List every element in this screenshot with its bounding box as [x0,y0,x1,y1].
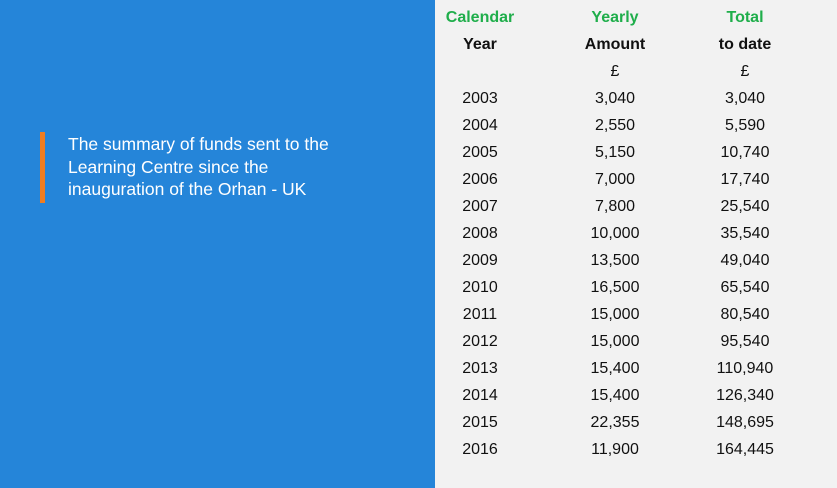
cell-yearly-amount: 10,000 [590,224,640,242]
table-row: 2012 15,000 95,540 [435,328,785,355]
table-row: 2008 10,000 35,540 [435,220,785,247]
cell-yearly-amount: 15,000 [590,305,640,323]
cell-year: 2009 [462,251,498,269]
unit-row: £ £ [435,58,785,85]
cell-year: 2005 [462,143,498,161]
table-row: 2006 7,000 17,740 [435,166,785,193]
cell-yearly-amount: 5,150 [594,143,636,161]
header-yearly: Yearly [591,8,639,26]
cell-year: 2007 [462,197,498,215]
cell-year: 2003 [462,89,498,107]
cell-yearly-amount: 15,000 [590,332,640,350]
summary-panel: The summary of funds sent to the Learnin… [0,0,435,488]
summary-line: Learning Centre since the [68,156,269,177]
cell-yearly-amount: 7,800 [594,197,636,215]
cell-year: 2013 [462,359,498,377]
table-row: 2011 15,000 80,540 [435,301,785,328]
summary-line: inauguration of the Orhan - UK [68,179,307,199]
unit-year [435,58,525,85]
cell-yearly-amount: 16,500 [590,278,640,296]
table-row: 2005 5,150 10,740 [435,139,785,166]
cell-total-to-date: 164,445 [716,440,774,458]
table-row: 2010 16,500 65,540 [435,274,785,301]
header-total: Total [726,8,764,26]
table-row: 2016 11,900 164,445 [435,436,785,463]
cell-yearly-amount: 7,000 [594,170,636,188]
cell-year: 2015 [462,413,498,431]
cell-total-to-date: 5,590 [724,116,766,134]
cell-total-to-date: 49,040 [720,251,770,269]
funds-table: Calendar Yearly Total Year Amount to dat… [435,4,785,463]
cell-yearly-amount: 13,500 [590,251,640,269]
table-row: 2007 7,800 25,540 [435,193,785,220]
summary-text: The summary of funds sent to the Learnin… [68,133,388,201]
cell-yearly-amount: 22,355 [590,413,640,431]
header-year: Year [463,35,497,53]
unit-total: £ [740,62,750,80]
cell-yearly-amount: 15,400 [590,359,640,377]
cell-yearly-amount: 15,400 [590,386,640,404]
cell-total-to-date: 3,040 [724,89,766,107]
cell-year: 2004 [462,116,498,134]
cell-year: 2010 [462,278,498,296]
table-row: 2015 22,355 148,695 [435,409,785,436]
cell-total-to-date: 80,540 [720,305,770,323]
header-row-top: Calendar Yearly Total [435,4,785,31]
cell-yearly-amount: 11,900 [591,440,639,458]
table-row: 2004 2,550 5,590 [435,112,785,139]
table-body: 2003 3,040 3,040 2004 2,550 5,590 2005 5,150 1… [435,85,785,463]
cell-total-to-date: 17,740 [720,170,770,188]
cell-year: 2016 [462,440,498,458]
cell-total-to-date: 110,940 [716,359,774,377]
cell-year: 2014 [462,386,498,404]
funds-panel: Calendar Yearly Total Year Amount to dat… [435,0,837,488]
header-calendar: Calendar [445,8,515,26]
table-row: 2003 3,040 3,040 [435,85,785,112]
cell-total-to-date: 65,540 [720,278,770,296]
header-amount: Amount [584,35,646,53]
cell-year: 2008 [462,224,498,242]
cell-total-to-date: 25,540 [720,197,770,215]
cell-total-to-date: 126,340 [716,386,774,404]
cell-total-to-date: 95,540 [720,332,770,350]
cell-total-to-date: 35,540 [720,224,770,242]
cell-yearly-amount: 2,550 [594,116,636,134]
cell-total-to-date: 10,740 [720,143,770,161]
unit-yearly: £ [610,62,620,80]
header-to-date: to date [718,35,772,53]
cell-year: 2011 [462,305,498,323]
cell-total-to-date: 148,695 [716,413,774,431]
header-row-sub: Year Amount to date [435,31,785,58]
accent-bar [40,132,45,203]
summary-line: The summary of funds sent to the [68,134,329,154]
table-row: 2009 13,500 49,040 [435,247,785,274]
cell-yearly-amount: 3,040 [594,89,636,107]
cell-year: 2012 [462,332,498,350]
table-row: 2014 15,400 126,340 [435,382,785,409]
table-row: 2013 15,400 110,940 [435,355,785,382]
cell-year: 2006 [462,170,498,188]
